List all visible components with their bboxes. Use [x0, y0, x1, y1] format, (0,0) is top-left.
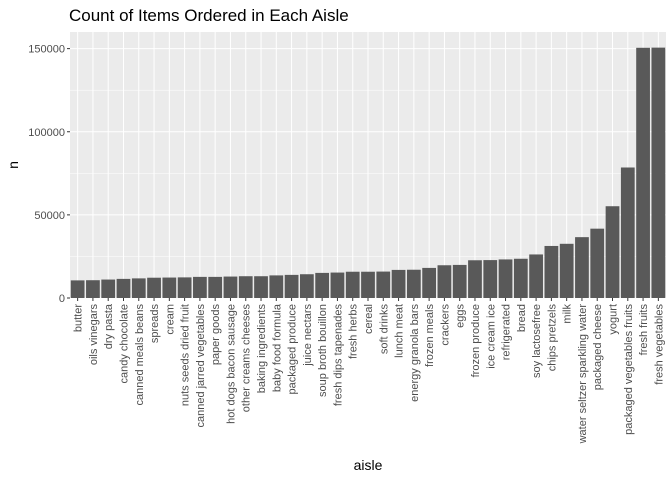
bar — [620, 167, 635, 298]
x-tick-label: lunch meat — [394, 304, 406, 358]
bar — [422, 267, 437, 298]
bar — [193, 276, 207, 298]
x-tick-label: baking ingredients — [256, 304, 268, 394]
bar — [406, 269, 421, 298]
y-tick-label: 0 — [59, 293, 65, 305]
y-tick-label: 50000 — [34, 210, 65, 222]
x-tick-label: juice nectars — [302, 304, 314, 367]
bar — [86, 280, 100, 298]
x-tick-label: packaged vegetables fruits — [623, 304, 635, 435]
x-tick-label: fresh vegetables — [653, 304, 665, 385]
bar — [376, 271, 391, 298]
bar — [162, 277, 177, 298]
x-tick-label: baby food formula — [271, 303, 283, 392]
bar — [254, 276, 268, 298]
x-tick-label: nuts seeds dried fruit — [180, 304, 192, 406]
x-tick-label: oils vinegars — [88, 304, 100, 366]
x-tick-label: cream — [164, 304, 176, 335]
bar — [208, 276, 223, 298]
x-tick-label: crackers — [439, 304, 451, 346]
chart-title: Count of Items Ordered in Each Aisle — [69, 6, 349, 25]
bar — [498, 259, 513, 298]
x-tick-label: packaged cheese — [592, 304, 604, 390]
x-tick-label: water seltzer sparkling water — [577, 304, 589, 445]
bar — [330, 272, 345, 298]
x-tick-label: candy chocolate — [118, 304, 130, 384]
bar — [590, 228, 605, 298]
x-tick-label: eggs — [455, 304, 467, 328]
x-tick-label: butter — [73, 304, 85, 332]
x-tick-label: soft drinks — [378, 304, 390, 355]
x-tick-label: refrigerated — [501, 304, 513, 360]
x-tick-label: frozen produce — [470, 304, 482, 377]
x-tick-label: soup broth bouillon — [317, 304, 329, 397]
x-tick-label: spreads — [149, 304, 161, 344]
x-tick-label: cereal — [363, 304, 375, 334]
bar — [70, 280, 85, 298]
y-tick-label: 150000 — [28, 44, 65, 56]
x-tick-label: dry pasta — [103, 303, 115, 349]
x-tick-label: milk — [562, 304, 574, 324]
bar — [269, 275, 284, 298]
x-tick-label: packaged produce — [287, 304, 299, 395]
x-tick-label: fresh fruits — [638, 304, 650, 356]
bar — [131, 278, 146, 298]
bar — [361, 271, 375, 298]
x-tick-label: other creams cheeses — [241, 304, 253, 413]
bar — [529, 254, 543, 298]
bar — [238, 276, 253, 298]
x-tick-label: paper goods — [210, 304, 222, 366]
y-axis: 0 50000 100000 150000 — [28, 44, 70, 305]
x-tick-label: chips pretzels — [546, 304, 558, 372]
bar — [223, 276, 238, 298]
bar — [345, 271, 360, 298]
bar — [437, 265, 452, 298]
x-tick-label: fresh dips tapenades — [332, 304, 344, 407]
x-tick-label: yogurt — [608, 304, 620, 335]
y-axis-title: n — [5, 161, 21, 169]
x-tick-label: ice cream ice — [485, 304, 497, 369]
bar — [284, 274, 299, 298]
bar — [575, 237, 589, 298]
x-tick-label: canned meals beans — [134, 304, 146, 406]
bar — [147, 277, 161, 298]
bar — [315, 272, 330, 298]
x-tick-label: frozen meals — [424, 304, 436, 367]
x-tick-label: bread — [516, 304, 528, 332]
bar — [513, 258, 528, 298]
bar — [605, 206, 620, 298]
x-axis: butter oils vinegars dry pasta candy chocol… — [73, 298, 665, 445]
bar — [101, 279, 116, 298]
bar — [651, 47, 666, 298]
bar — [636, 47, 650, 299]
x-tick-label: hot dogs bacon sausage — [225, 304, 237, 424]
bar — [299, 274, 314, 298]
bar — [468, 260, 482, 298]
x-tick-label: fresh herbs — [348, 304, 360, 360]
bar — [116, 278, 131, 298]
bar — [483, 260, 498, 298]
x-tick-label: energy granola bars — [409, 304, 421, 402]
bars — [70, 47, 666, 299]
y-tick-label: 100000 — [28, 127, 65, 139]
bar — [391, 269, 406, 298]
bar — [177, 277, 192, 298]
x-axis-title: aisle — [354, 457, 383, 473]
x-tick-label: canned jarred vegetables — [195, 304, 207, 428]
bar — [452, 264, 467, 298]
bar — [559, 243, 574, 298]
bar — [544, 245, 559, 298]
x-tick-label: soy lactosefree — [531, 304, 543, 378]
